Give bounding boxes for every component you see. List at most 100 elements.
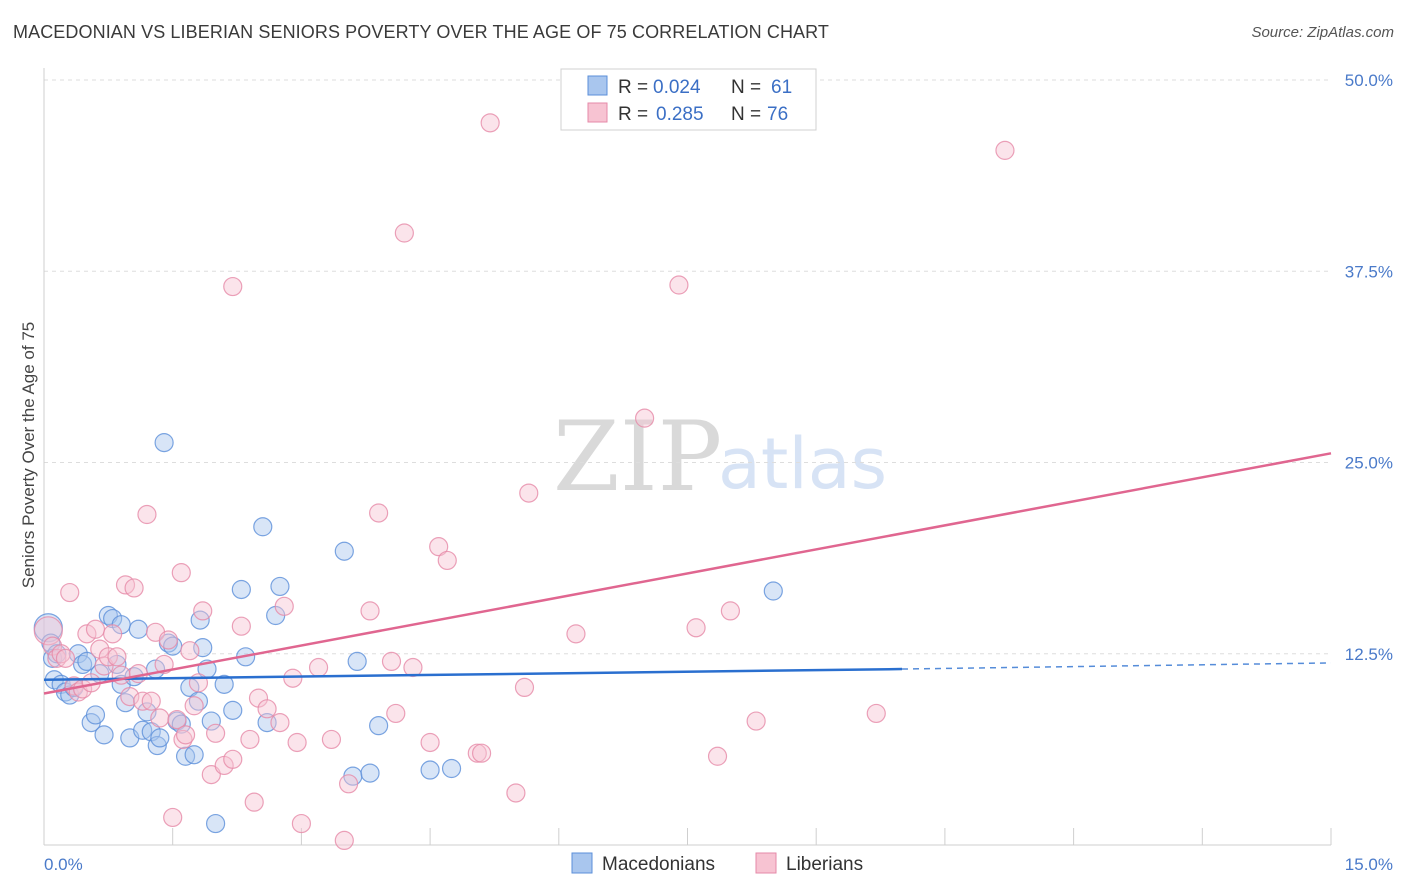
liberians-point	[175, 725, 196, 745]
series-swatch-macedonians	[571, 852, 593, 874]
liberians-point	[85, 619, 106, 639]
legend-swatch-macedonians	[587, 75, 608, 96]
liberians-point	[429, 537, 449, 557]
liberians-point	[163, 807, 183, 828]
liberians-point	[171, 563, 191, 583]
liberians-point	[381, 651, 402, 672]
macedonians-point	[334, 541, 354, 561]
liberians-point	[287, 732, 307, 753]
liberians-point	[369, 503, 389, 523]
liberians-point	[283, 668, 303, 688]
watermark-atlas: atlas	[718, 423, 887, 505]
macedonians-trend-line	[43, 667, 903, 682]
y-tick-label-1: 25.0%	[1345, 454, 1393, 473]
y-axis-label: Seniors Poverty Over the Age of 75	[19, 322, 38, 588]
liberians-point	[519, 483, 539, 503]
macedonians-point	[253, 517, 273, 537]
macedonians-point	[347, 651, 367, 672]
liberians-point	[746, 711, 766, 731]
liberians-point	[471, 743, 492, 763]
series-label-macedonians: Macedonians	[602, 854, 715, 875]
chart-title: MACEDONIAN VS LIBERIAN SENIORS POVERTY O…	[13, 22, 830, 42]
legend-n-label-1: N =	[731, 77, 761, 98]
liberians-point	[206, 723, 226, 743]
liberians-point	[566, 624, 586, 644]
liberians-point	[514, 677, 535, 698]
liberians-point	[193, 601, 213, 621]
series-swatch-liberians	[755, 852, 777, 874]
macedonians-point	[94, 725, 114, 745]
legend-n-value-1: 61	[771, 77, 792, 98]
liberians-point	[291, 813, 311, 834]
legend-n-label-2: N =	[731, 104, 761, 125]
liberians-point	[274, 596, 294, 616]
liberians-point	[107, 647, 127, 667]
legend-r-value-2: 0.285	[656, 104, 704, 125]
liberians-point	[244, 792, 264, 812]
liberians-point	[995, 140, 1015, 160]
macedonians-point	[441, 758, 462, 779]
liberians-point	[270, 712, 290, 733]
liberians-point	[103, 624, 123, 644]
legend-swatch-liberians	[587, 102, 608, 123]
chart-source: Source: ZipAtlas.com	[1251, 24, 1394, 41]
liberians-point	[60, 582, 80, 603]
macedonians-point	[154, 433, 174, 453]
liberians-point	[240, 729, 260, 750]
liberians-point	[308, 657, 329, 678]
liberians-point	[124, 578, 144, 598]
liberians-point	[720, 601, 741, 621]
macedonians-point	[420, 760, 440, 780]
y-tick-label-2: 37.5%	[1345, 262, 1393, 281]
macedonians-point	[150, 728, 170, 748]
y-tick-labels: 12.5% 25.0% 37.5% 50.0%	[1345, 71, 1393, 664]
liberians-point	[634, 408, 655, 428]
trend-lines	[43, 452, 1332, 695]
macedonians-point	[270, 576, 290, 597]
liberians-point	[55, 648, 76, 668]
macedonians-point	[128, 619, 148, 639]
macedonians-trend-extension	[901, 662, 1332, 670]
legend-r-value-1: 0.024	[653, 77, 701, 98]
y-tick-label-0: 12.5%	[1345, 645, 1393, 664]
liberians-point	[403, 657, 423, 678]
liberians-point	[707, 746, 728, 766]
liberians-trend-line	[43, 452, 1332, 695]
liberians-point	[120, 686, 140, 707]
macedonians-point	[85, 705, 106, 725]
series-legend: Macedonians Liberians	[571, 852, 863, 875]
liberians-point	[360, 601, 380, 621]
liberians-point	[231, 616, 251, 636]
watermark-zip: ZIP	[553, 401, 722, 513]
liberians-point	[334, 830, 354, 851]
liberians-point	[150, 708, 170, 728]
x-tick-label-min: 0.0%	[44, 855, 83, 874]
liberians-point	[141, 691, 161, 711]
series-label-liberians: Liberians	[786, 854, 863, 875]
liberians-point	[437, 550, 457, 571]
liberians-point	[223, 749, 243, 769]
liberians-point	[338, 774, 359, 794]
legend-n-value-2: 76	[767, 104, 788, 125]
liberians-point	[180, 641, 200, 661]
data-points	[33, 113, 1015, 851]
liberians-point	[506, 783, 526, 803]
liberians-point	[77, 624, 97, 644]
macedonians-point	[206, 813, 226, 834]
liberians-point	[394, 223, 414, 243]
liberians-point	[480, 113, 500, 133]
liberians-point	[158, 630, 179, 650]
liberians-point	[321, 729, 342, 750]
liberians-point	[420, 732, 440, 753]
macedonians-point	[201, 711, 221, 731]
legend-r-label-1: R =	[618, 77, 648, 98]
liberians-point	[184, 696, 204, 716]
liberians-point	[223, 276, 243, 297]
liberians-point	[167, 709, 187, 730]
macedonians-point	[360, 763, 380, 783]
liberians-point	[154, 654, 174, 675]
macedonians-point	[369, 716, 389, 736]
liberians-point	[669, 275, 689, 295]
liberians-point	[467, 743, 487, 763]
